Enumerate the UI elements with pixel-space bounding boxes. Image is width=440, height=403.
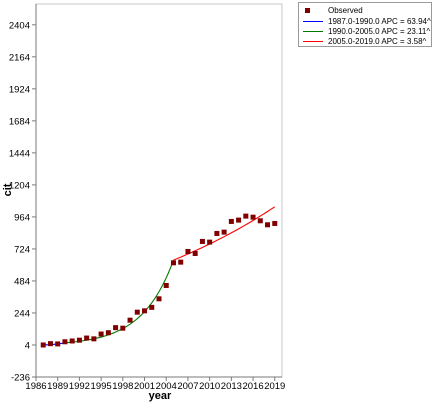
y-tick-label: 4: [25, 340, 30, 351]
green-line-icon: [303, 30, 323, 32]
observed-point: [76, 337, 82, 343]
x-tick-label: 1992: [69, 381, 90, 392]
fit-lines: [43, 206, 276, 346]
y-tick-label: 964: [14, 212, 30, 223]
observed-point: [142, 308, 148, 314]
observed-point: [84, 335, 90, 341]
legend-label-segment-3: 2005.0-2019.0 APC = 3.58^: [328, 36, 427, 46]
observed-point: [243, 213, 249, 219]
fit-line-segment-2: [64, 259, 174, 344]
observed-point: [113, 325, 119, 331]
y-tick-label: 1684: [9, 116, 30, 127]
observed-point: [221, 229, 227, 235]
observed-point: [40, 342, 46, 348]
blue-line-icon: [303, 20, 323, 22]
observed-point: [185, 248, 191, 254]
x-tick-label: 2019: [264, 381, 285, 392]
x-tick-label: 2007: [177, 381, 198, 392]
legend-label-segment-1: 1987.0-1990.0 APC = 63.94^: [328, 16, 431, 26]
observed-point: [207, 239, 213, 245]
observed-point: [69, 338, 75, 344]
y-tick-label: 724: [14, 244, 30, 255]
observed-point: [265, 222, 271, 228]
observed-point: [178, 259, 184, 265]
observed-point: [163, 282, 169, 288]
legend: Observed 1987.0-1990.0 APC = 63.94^ 1990…: [298, 2, 432, 47]
y-tick-label: 1444: [9, 148, 30, 159]
y-tick-label: 244: [14, 308, 30, 319]
x-tick-label: 2010: [199, 381, 220, 392]
x-tick-label: 2013: [221, 381, 242, 392]
x-tick-label: 1989: [47, 381, 68, 392]
legend-label-observed: Observed: [328, 5, 363, 15]
observed-point: [120, 325, 126, 331]
observed-point: [91, 336, 97, 342]
observed-point: [127, 317, 133, 323]
legend-item-observed: Observed: [303, 5, 363, 15]
y-tick-label: -236: [11, 373, 30, 384]
observed-point: [199, 238, 205, 244]
observed-point: [250, 214, 256, 220]
plot-frame: [35, 3, 283, 378]
y-axis-title: cit: [2, 183, 14, 196]
observed-point: [156, 296, 162, 302]
x-tick-label: 1995: [91, 381, 112, 392]
observed-marker-icon: [305, 7, 310, 13]
x-tick-label: 2004: [156, 381, 177, 392]
legend-item-segment-3: 2005.0-2019.0 APC = 3.58^: [303, 36, 426, 46]
observed-points: [40, 213, 278, 348]
observed-point: [236, 217, 242, 223]
observed-point: [272, 220, 278, 226]
legend-item-segment-2: 1990.0-2005.0 APC = 23.11^: [303, 26, 430, 36]
legend-item-segment-1: 1987.0-1990.0 APC = 63.94^: [303, 16, 431, 26]
y-tick-label: 484: [14, 276, 30, 287]
observed-point: [98, 331, 104, 337]
observed-point: [149, 304, 155, 310]
observed-point: [47, 341, 53, 347]
x-tick-label: 1998: [112, 381, 133, 392]
observed-point: [134, 309, 140, 315]
observed-point: [62, 339, 68, 345]
fit-line-segment-1: [43, 342, 66, 346]
y-tick-label: 1924: [9, 84, 30, 95]
y-tick-label: 2164: [9, 52, 30, 63]
red-line-icon: [303, 40, 323, 42]
y-tick-label: 2404: [9, 20, 30, 31]
x-axis-ticks: 1986 1989 1992 1995 1998 2001 2004 2007 2010 2013…: [25, 377, 285, 392]
observed-point: [170, 260, 176, 266]
observed-point: [192, 250, 198, 256]
observed-point: [257, 218, 263, 224]
x-tick-label: 1986: [25, 381, 46, 392]
x-tick-label: 2001: [134, 381, 155, 392]
observed-point: [228, 218, 234, 224]
y-tick-label: 1204: [9, 180, 30, 191]
y-axis-ticks: -236 4 244 484 724 964 1204 1444 1684 1924 2164 240…: [9, 20, 36, 384]
observed-point: [214, 230, 220, 236]
legend-label-segment-2: 1990.0-2005.0 APC = 23.11^: [328, 26, 431, 36]
x-axis-title: year: [149, 390, 172, 402]
observed-point: [55, 341, 61, 347]
observed-point: [105, 330, 111, 336]
x-tick-label: 2016: [242, 381, 263, 392]
